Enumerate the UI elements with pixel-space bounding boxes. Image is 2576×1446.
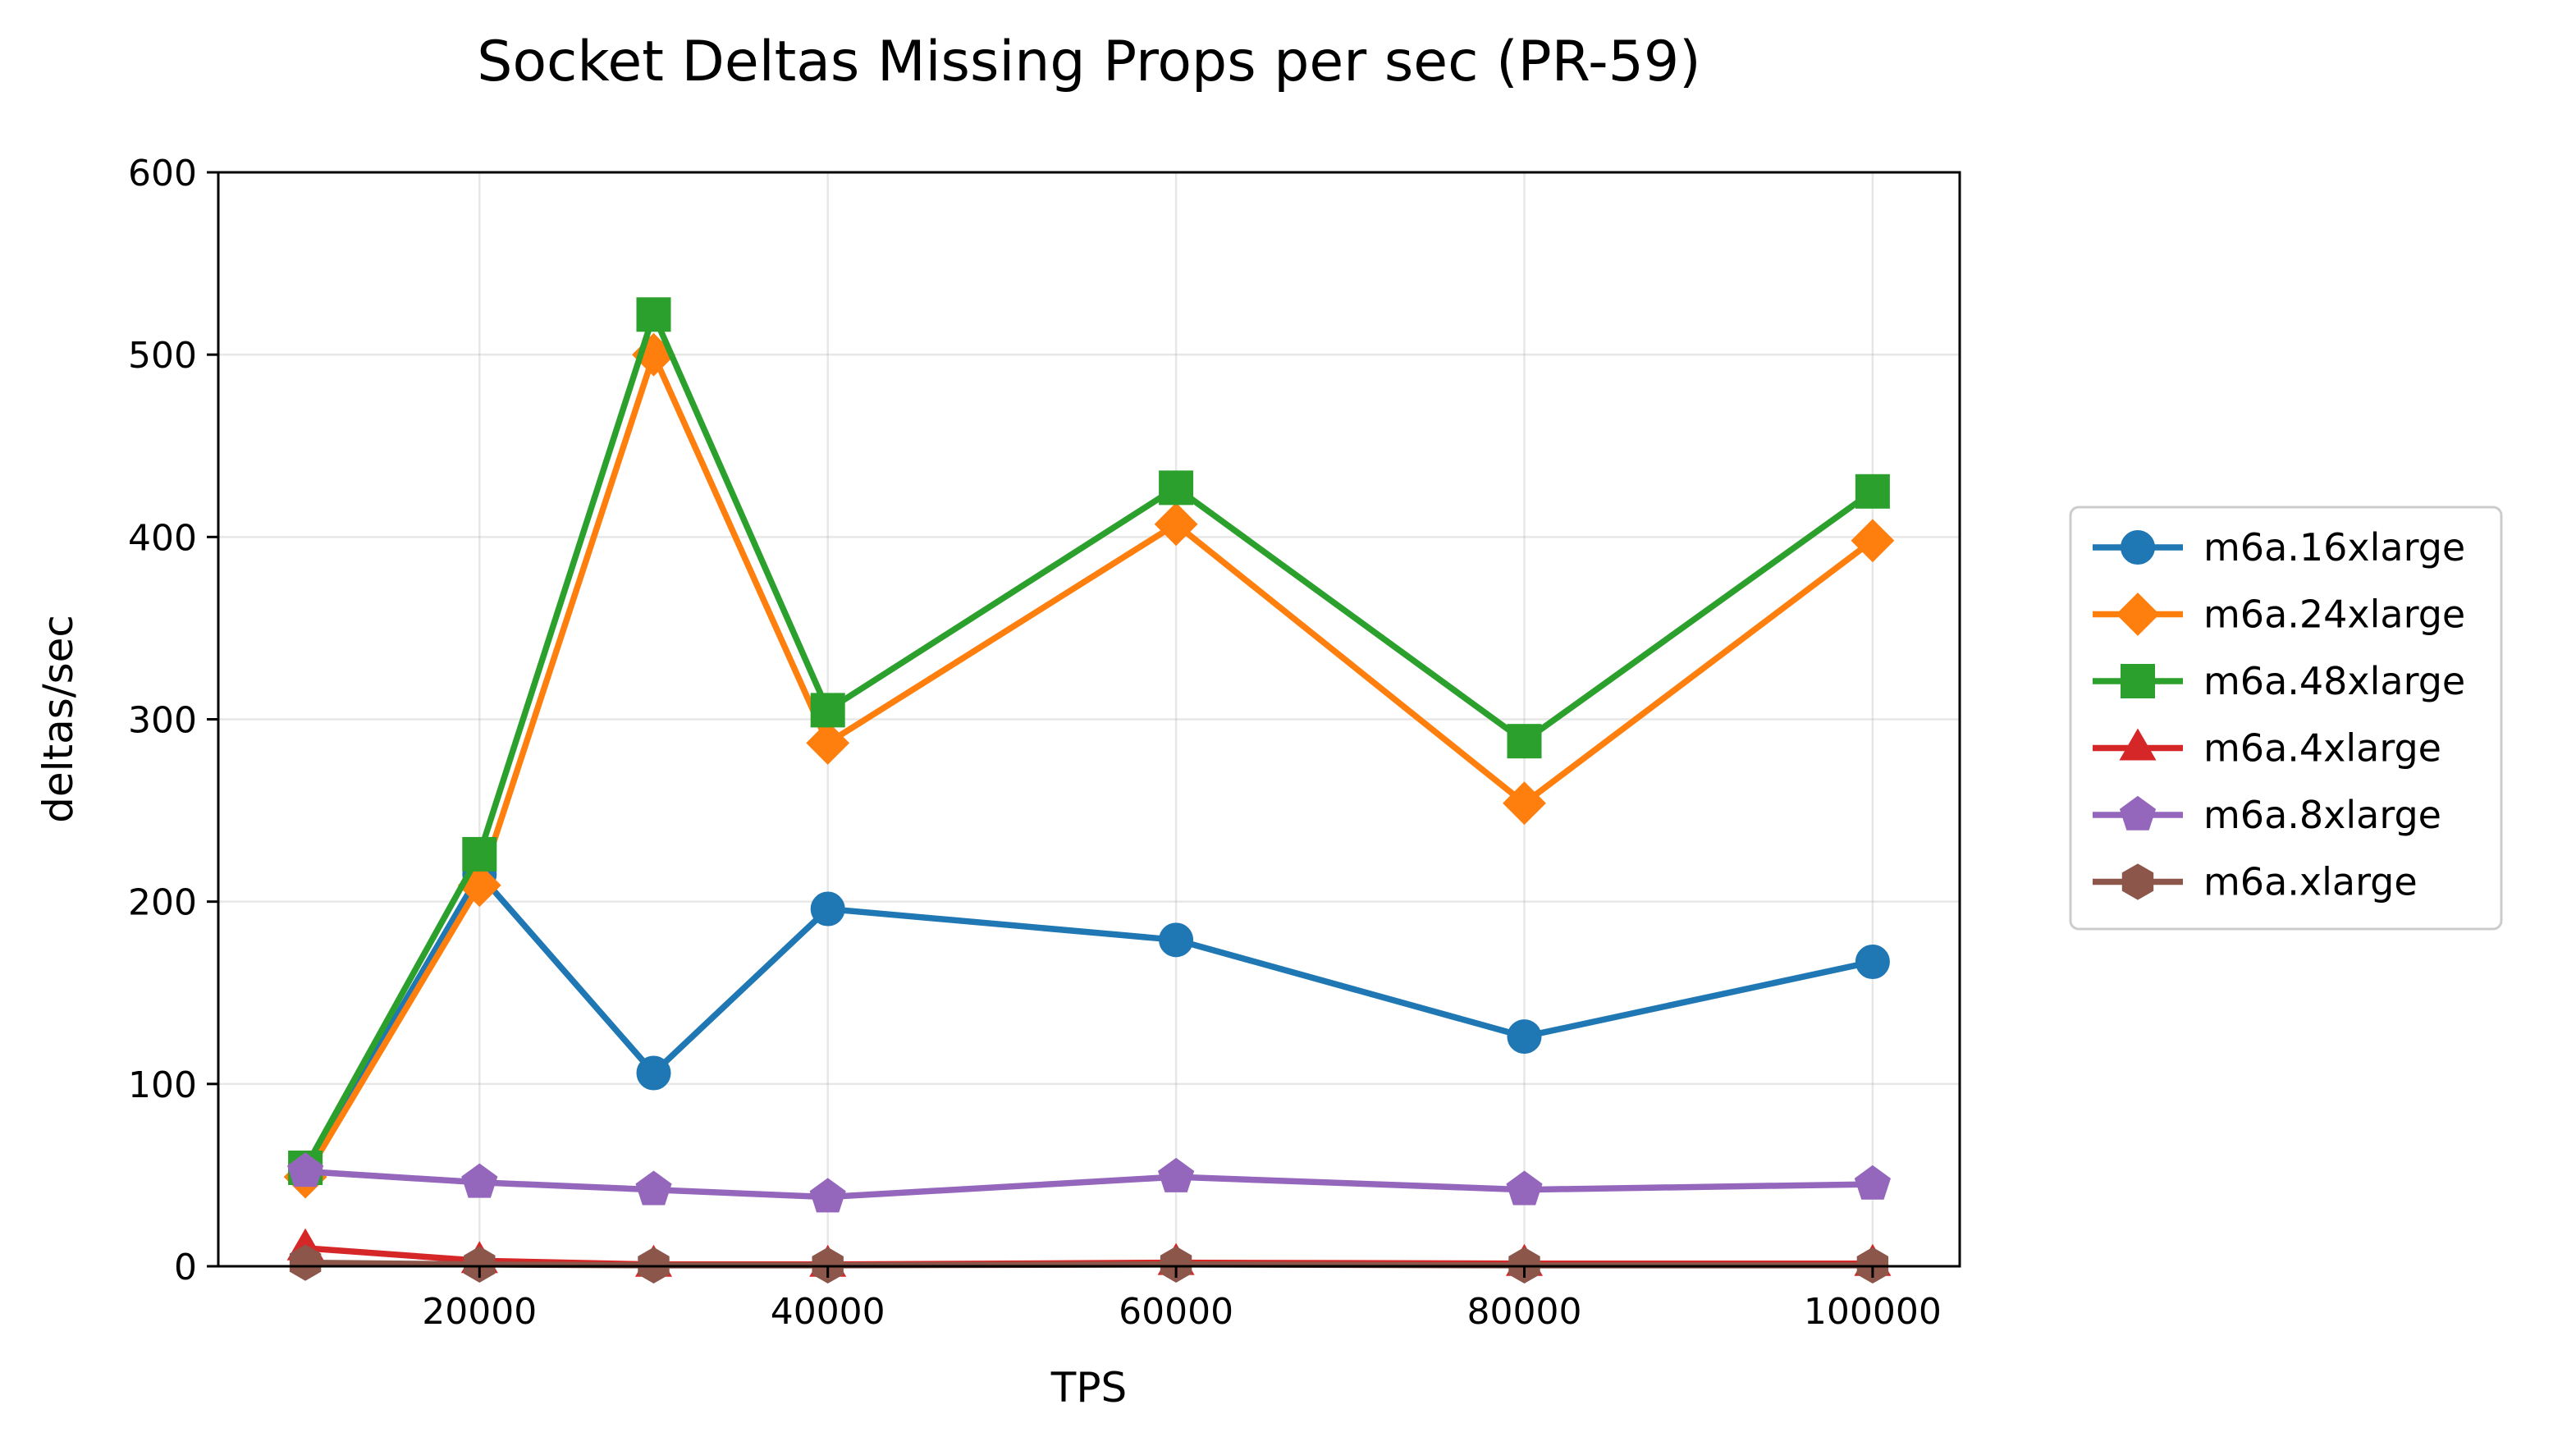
x-axis-label: TPS [1050, 1364, 1127, 1412]
data-point [287, 1152, 324, 1187]
data-point [636, 297, 671, 332]
data-point [1159, 922, 1194, 958]
legend: m6a.16xlarge m6a.24xlarge m6a.48xlarge m6a.… [2069, 506, 2503, 931]
legend-label: m6a.48xlarge [2203, 659, 2465, 703]
x-tick-label: 80000 [1467, 1291, 1582, 1333]
legend-item: m6a.4xlarge [2093, 726, 2441, 771]
legend-items: m6a.16xlarge m6a.24xlarge m6a.48xlarge m6a.… [2093, 525, 2465, 904]
x-tick-label: 40000 [771, 1291, 885, 1333]
legend-item: m6a.48xlarge [2093, 659, 2465, 703]
legend-marker [2121, 530, 2155, 565]
grid [218, 171, 1960, 1268]
data-point [1158, 1157, 1195, 1192]
y-axis-ticks: 0 100 200 300 400 500 600 [128, 153, 218, 1288]
series-line [300, 351, 1878, 1182]
legend-marker [2119, 795, 2157, 831]
y-tick-label: 400 [128, 517, 197, 559]
y-tick-label: 500 [128, 335, 197, 377]
x-tick-label: 60000 [1119, 1291, 1233, 1333]
y-tick-label: 100 [128, 1064, 197, 1106]
y-axis-label: deltas/sec [34, 615, 82, 823]
legend-item: m6a.xlarge [2093, 860, 2418, 904]
data-point [1507, 724, 1542, 759]
legend-label: m6a.xlarge [2203, 860, 2418, 904]
series-m6a.xlarge [289, 1244, 1889, 1284]
legend-marker [2116, 593, 2160, 636]
data-point [461, 1163, 498, 1198]
x-axis-ticks: 20000 40000 60000 80000 100000 [422, 1266, 1942, 1333]
data-point [1506, 1170, 1543, 1206]
series-line [301, 311, 1878, 1173]
y-tick-label: 0 [174, 1247, 197, 1288]
data-point [1851, 519, 1895, 563]
legend-marker [2121, 664, 2155, 698]
data-point [635, 1170, 672, 1206]
data-point [636, 1055, 671, 1091]
data-point [1855, 944, 1890, 979]
legend-marker [2121, 863, 2154, 900]
y-tick-label: 300 [128, 700, 197, 742]
legend-item: m6a.16xlarge [2093, 525, 2465, 570]
series-layer [283, 297, 1895, 1284]
data-point [1507, 1019, 1542, 1055]
legend-item: m6a.8xlarge [2093, 793, 2441, 837]
series-line [302, 1259, 1876, 1269]
legend-label: m6a.4xlarge [2203, 726, 2441, 771]
data-point [1159, 470, 1194, 506]
data-point [809, 1178, 846, 1213]
series-m6a.8xlarge [287, 1152, 1891, 1213]
series-m6a.4xlarge [286, 1228, 1892, 1277]
y-tick-label: 600 [128, 153, 197, 194]
x-tick-label: 100000 [1804, 1291, 1942, 1333]
data-point [289, 1244, 322, 1281]
legend-item: m6a.24xlarge [2093, 593, 2465, 637]
data-point [1855, 474, 1890, 509]
series-m6a.16xlarge [288, 857, 1890, 1189]
data-point [810, 693, 845, 728]
series-m6a.24xlarge [283, 332, 1895, 1199]
x-tick-label: 20000 [422, 1291, 537, 1333]
legend-marker [2119, 728, 2157, 761]
data-point [1154, 502, 1198, 547]
series-line [302, 1168, 1876, 1201]
legend-label: m6a.16xlarge [2203, 525, 2465, 570]
data-point [464, 1246, 496, 1283]
legend-label: m6a.24xlarge [2203, 593, 2465, 637]
data-point [810, 891, 845, 927]
data-point [1854, 1165, 1891, 1200]
data-point [1160, 1246, 1192, 1283]
data-point [462, 836, 497, 872]
data-point [1503, 781, 1546, 826]
legend-label: m6a.8xlarge [2203, 793, 2441, 837]
y-tick-label: 200 [128, 882, 197, 924]
series-line [300, 871, 1877, 1176]
chart-title: Socket Deltas Missing Props per sec (PR-… [477, 30, 1700, 94]
data-point [806, 721, 850, 765]
